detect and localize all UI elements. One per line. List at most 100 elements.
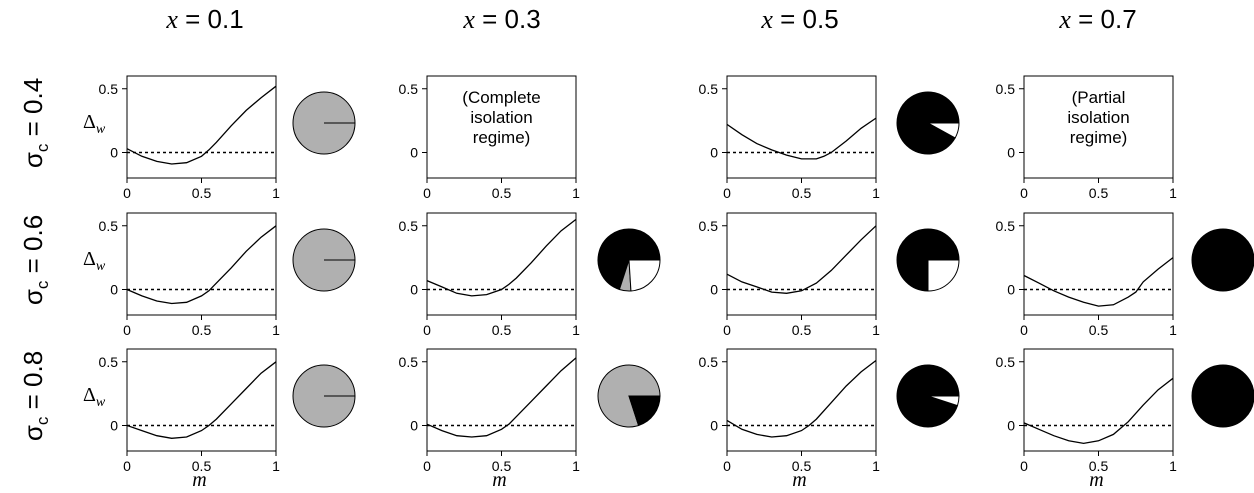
y-tick-label: 0.5	[399, 218, 419, 234]
regime-note: isolation	[1067, 108, 1129, 127]
row-header-2: σc = 0.8	[18, 351, 52, 441]
pie-r2-c3	[1191, 364, 1254, 428]
plot-frame	[726, 348, 877, 452]
pie-slice	[1191, 228, 1254, 292]
x-axis-label: m	[492, 469, 506, 491]
plot-frame	[1023, 212, 1174, 316]
x-tick-label: 1	[1169, 322, 1177, 338]
y-axis-label: Δw	[83, 248, 106, 274]
y-tick-label: 0.5	[399, 354, 419, 370]
series-line	[126, 361, 277, 439]
pie-r1-c2	[896, 228, 960, 292]
x-tick-label: 0	[723, 185, 731, 201]
x-tick-label: 1	[572, 458, 580, 474]
y-tick-label: 0.5	[996, 354, 1016, 370]
x-axis-label: m	[1089, 469, 1103, 491]
y-axis-label: Δw	[83, 111, 106, 137]
y-axis-label-symbol: Δ	[83, 111, 96, 133]
x-tick-label: 0	[723, 322, 731, 338]
regime-note: regime)	[1070, 128, 1128, 147]
col-header-2: x = 0.5	[760, 4, 838, 34]
regime-note: (Partial	[1072, 88, 1126, 107]
pie-r1-c0	[292, 228, 356, 292]
y-tick-label: 0	[1007, 418, 1015, 434]
x-tick-label: 1	[272, 458, 280, 474]
y-axis-label-sub: w	[96, 259, 106, 274]
pie-r2-c1	[597, 364, 661, 428]
panel-r1-c0: 0 0.5 0 0.5 1	[99, 212, 280, 338]
pie-slice	[1191, 364, 1254, 428]
pie-slice	[597, 364, 661, 428]
x-axis-label: m	[792, 469, 806, 491]
series-line	[1023, 377, 1174, 445]
pie-slice	[628, 259, 661, 292]
x-tick-label: 1	[272, 322, 280, 338]
y-tick-label: 0.5	[99, 354, 119, 370]
x-tick-label: 0.5	[792, 458, 812, 474]
x-tick-label: 0.5	[192, 322, 212, 338]
x-tick-label: 0.5	[1089, 322, 1109, 338]
y-tick-label: 0	[110, 145, 118, 161]
pie-slice	[896, 364, 960, 428]
y-tick-label: 0	[410, 145, 418, 161]
y-tick-label: 0	[710, 282, 718, 298]
plot-frame	[726, 212, 877, 316]
series-line	[126, 85, 277, 165]
x-tick-label: 0	[423, 458, 431, 474]
series-line	[426, 357, 577, 438]
col-header-0: x = 0.1	[165, 4, 243, 34]
y-tick-label: 0.5	[699, 81, 719, 97]
x-axis-label: m	[192, 469, 206, 491]
x-tick-label: 1	[872, 458, 880, 474]
pie-r0-c2	[896, 91, 960, 155]
x-tick-label: 1	[872, 322, 880, 338]
x-tick-label: 0	[1020, 185, 1028, 201]
x-tick-label: 1	[1169, 185, 1177, 201]
y-axis-label-symbol: Δ	[83, 384, 96, 406]
y-tick-label: 0.5	[99, 81, 119, 97]
series-line	[726, 225, 877, 294]
pie-r2-c2	[896, 364, 960, 428]
panel-r1-c2: 0 0.5 0 0.5 1	[699, 212, 880, 338]
y-axis-label-sub: w	[96, 395, 106, 410]
y-axis-label-sub: w	[96, 122, 106, 137]
plot-frame	[426, 212, 577, 316]
pie-slice	[628, 395, 661, 427]
plot-frame	[1023, 348, 1174, 452]
x-tick-label: 0	[723, 458, 731, 474]
col-header-1: x = 0.3	[462, 4, 540, 34]
pie-slice	[927, 122, 960, 139]
panel-r1-c3: 0 0.5 0 0.5 1	[996, 212, 1177, 338]
series-line	[726, 117, 877, 160]
y-axis-label: Δw	[83, 384, 106, 410]
regime-note: isolation	[470, 108, 532, 127]
regime-note: regime)	[473, 128, 531, 147]
panel-r0-c2: 0 0.5 0 0.5 1	[699, 75, 880, 201]
y-axis-label-symbol: Δ	[83, 248, 96, 270]
x-tick-label: 1	[872, 185, 880, 201]
row-headers: σc = 0.4 σc = 0.6 σc = 0.8	[18, 78, 52, 441]
panels: 00.50 0.5 100.50 0.5 1(Completeisolationregi…	[83, 75, 1254, 491]
y-tick-label: 0.5	[99, 218, 119, 234]
regime-note: (Complete	[462, 88, 540, 107]
x-tick-label: 0.5	[192, 185, 212, 201]
pie-r2-c0	[292, 364, 356, 428]
series-line	[126, 225, 277, 305]
x-tick-label: 0.5	[492, 322, 512, 338]
x-tick-label: 0	[123, 458, 131, 474]
panel-r2-c1: 0 0.5 0 0.5 1	[399, 348, 580, 474]
x-tick-label: 0.5	[792, 185, 812, 201]
pie-slice	[927, 259, 960, 292]
col-header-3: x = 0.7	[1058, 4, 1136, 34]
series-line	[426, 218, 577, 297]
series-line	[726, 359, 877, 438]
x-tick-label: 0.5	[1089, 185, 1109, 201]
x-tick-label: 0.5	[192, 458, 212, 474]
x-tick-label: 0.5	[792, 322, 812, 338]
y-tick-label: 0	[410, 418, 418, 434]
y-tick-label: 0.5	[996, 218, 1016, 234]
row-header-0: σc = 0.4	[18, 78, 52, 168]
